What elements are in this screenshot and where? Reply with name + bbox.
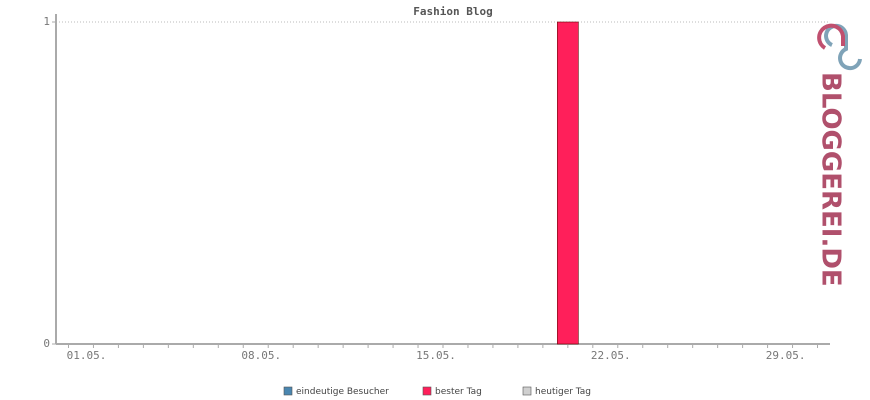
x-tick-label: 15.05.	[416, 349, 456, 362]
x-tick-label: 29.05.	[766, 349, 806, 362]
legend-swatch	[522, 386, 532, 396]
legend-label: bester Tag	[435, 387, 482, 397]
legend-swatch	[422, 386, 432, 396]
logo-icon	[817, 23, 845, 50]
legend-swatch	[283, 386, 293, 396]
logo-icon	[824, 23, 862, 71]
x-tick-label: 22.05.	[591, 349, 631, 362]
x-tick-label: 08.05.	[241, 349, 281, 362]
legend-label: heutiger Tag	[535, 387, 591, 397]
y-tick-label: 1	[43, 15, 50, 28]
logo: BLOGGEREI.DE	[816, 23, 862, 287]
chart-title: Fashion Blog	[413, 5, 492, 18]
y-tick-label: 0	[43, 337, 50, 350]
legend-label: eindeutige Besucher	[296, 387, 389, 397]
logo-text: BLOGGEREI.DE	[816, 72, 846, 287]
x-tick-label: 01.05.	[67, 349, 107, 362]
bar	[557, 21, 579, 345]
